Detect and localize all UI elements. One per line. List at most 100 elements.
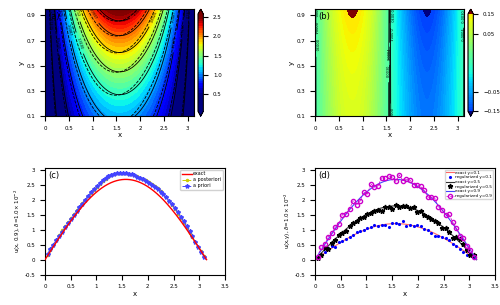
regularized y=0.5 — [393, 203, 399, 207]
regularized y=0.5 — [368, 211, 374, 215]
regularized y=0.9 — [471, 255, 477, 259]
regularized y=0.1 — [357, 229, 363, 233]
exact y=0.9 — [388, 178, 394, 181]
X-axis label: x: x — [133, 291, 137, 296]
regularized y=0.5 — [372, 209, 378, 213]
Text: 0.5250: 0.5250 — [55, 37, 60, 50]
a posteriori — [102, 177, 108, 181]
regularized y=0.1 — [439, 235, 445, 239]
exact y=0.5 — [390, 204, 396, 208]
Text: (a): (a) — [48, 13, 60, 21]
regularized y=0.1 — [432, 234, 438, 238]
regularized y=0.1 — [414, 223, 420, 227]
regularized y=0.5 — [340, 231, 345, 235]
regularized y=0.5 — [400, 204, 406, 208]
exact y=0.9 — [400, 178, 406, 182]
regularized y=0.1 — [436, 234, 442, 238]
regularized y=0.9 — [442, 213, 448, 217]
a posteriori — [120, 171, 126, 174]
exact y=0.1 — [312, 258, 318, 261]
regularized y=0.1 — [322, 250, 328, 254]
exact — [130, 178, 136, 182]
regularized y=0.5 — [346, 224, 352, 228]
a posteriori — [186, 231, 192, 234]
Text: -0.0004: -0.0004 — [388, 28, 392, 42]
Text: 0.0004: 0.0004 — [388, 48, 392, 60]
regularized y=0.9 — [340, 213, 345, 216]
Text: (c): (c) — [48, 171, 60, 180]
regularized y=0.9 — [453, 226, 459, 230]
regularized y=0.1 — [378, 223, 384, 226]
Text: -0.0030: -0.0030 — [462, 9, 466, 23]
regularized y=0.5 — [407, 206, 413, 210]
exact y=0.5 — [474, 258, 480, 261]
Y-axis label: y: y — [19, 61, 25, 65]
regularized y=0.1 — [425, 228, 431, 232]
a priori — [198, 250, 204, 254]
a priori — [74, 210, 80, 213]
exact y=0.9 — [474, 258, 480, 261]
regularized y=0.1 — [372, 223, 378, 227]
exact y=0.5 — [408, 206, 414, 210]
regularized y=0.9 — [364, 192, 370, 196]
regularized y=0.1 — [368, 225, 374, 229]
Y-axis label: y: y — [289, 61, 295, 65]
Text: -0.0030: -0.0030 — [388, 9, 392, 23]
Text: 0.0030: 0.0030 — [386, 65, 390, 77]
Text: 0.0004: 0.0004 — [313, 22, 317, 35]
exact y=0.9 — [470, 252, 476, 256]
regularized y=0.5 — [446, 230, 452, 233]
a posteriori — [74, 209, 80, 212]
Line: regularized y=0.1: regularized y=0.1 — [316, 220, 476, 260]
regularized y=0.1 — [340, 240, 345, 243]
regularized y=0.1 — [471, 257, 477, 260]
regularized y=0.9 — [372, 185, 378, 189]
regularized y=0.9 — [468, 248, 473, 252]
regularized y=0.1 — [354, 230, 360, 234]
Legend: exact, a posteriori, a priori: exact, a posteriori, a priori — [180, 170, 222, 190]
regularized y=0.1 — [457, 247, 463, 251]
regularized y=0.9 — [368, 182, 374, 186]
regularized y=0.1 — [428, 231, 434, 235]
regularized y=0.9 — [460, 236, 466, 240]
regularized y=0.1 — [460, 250, 466, 254]
Line: regularized y=0.5: regularized y=0.5 — [315, 203, 476, 260]
Line: exact y=0.1: exact y=0.1 — [315, 224, 476, 260]
regularized y=0.1 — [361, 228, 367, 232]
regularized y=0.5 — [450, 236, 456, 240]
regularized y=0.9 — [407, 178, 413, 182]
regularized y=0.9 — [346, 207, 352, 210]
regularized y=0.5 — [378, 209, 384, 213]
regularized y=0.9 — [375, 184, 381, 188]
regularized y=0.1 — [446, 238, 452, 242]
exact y=0.5 — [388, 204, 394, 208]
exact y=0.1 — [408, 224, 414, 227]
Text: 1.0487: 1.0487 — [66, 23, 72, 36]
regularized y=0.5 — [460, 242, 466, 246]
X-axis label: x: x — [118, 132, 122, 138]
X-axis label: x: x — [403, 291, 407, 296]
regularized y=0.1 — [382, 224, 388, 227]
PathPatch shape — [198, 9, 203, 14]
regularized y=0.9 — [436, 205, 442, 209]
Text: 0.7875: 0.7875 — [57, 5, 62, 18]
regularized y=0.9 — [410, 183, 416, 186]
regularized y=0.5 — [418, 210, 424, 213]
regularized y=0.1 — [314, 254, 320, 258]
exact y=0.1 — [474, 258, 480, 261]
a posteriori — [201, 254, 207, 257]
regularized y=0.9 — [393, 180, 399, 183]
regularized y=0.1 — [400, 220, 406, 223]
Text: 0.2625: 0.2625 — [187, 5, 192, 18]
exact y=0.1 — [390, 222, 396, 225]
Text: 0.0000: 0.0000 — [388, 108, 392, 120]
regularized y=0.1 — [410, 224, 416, 228]
regularized y=0.9 — [343, 212, 349, 216]
Line: exact y=0.5: exact y=0.5 — [315, 206, 476, 260]
regularized y=0.1 — [332, 245, 338, 249]
regularized y=0.9 — [457, 234, 463, 238]
exact y=0.5 — [445, 229, 451, 233]
Line: a priori: a priori — [46, 170, 206, 259]
regularized y=0.1 — [396, 223, 402, 226]
regularized y=0.5 — [410, 205, 416, 209]
